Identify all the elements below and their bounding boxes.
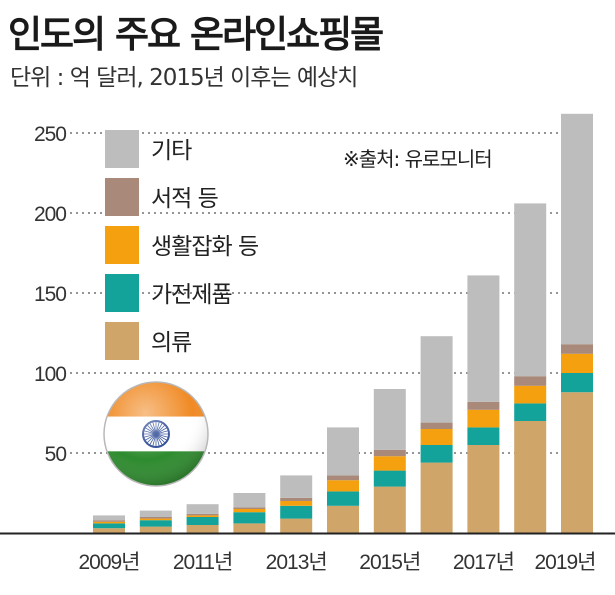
y-tick-label: 200: [34, 203, 66, 226]
bar-segment: [280, 518, 313, 533]
y-tick-label: 150: [34, 283, 66, 306]
chart-title: 인도의 주요 온라인쇼핑몰: [8, 13, 384, 56]
legend-label: 기타: [151, 138, 192, 164]
bar-segment: [561, 373, 593, 393]
y-tick-label: 250: [34, 123, 66, 146]
bar-segment: [514, 203, 547, 377]
source-note: ※출처: 유로모니터: [343, 147, 492, 171]
bar-segment: [373, 456, 406, 471]
bar-segment: [233, 523, 266, 533]
legend-label: 생활잡화 등: [151, 234, 258, 260]
bar-segment: [420, 462, 453, 533]
bar-segment: [93, 521, 125, 524]
bar-segment: [467, 427, 500, 445]
bar-segment: [233, 507, 266, 509]
legend-label: 서적 등: [151, 186, 218, 212]
chart-subtitle: 단위 : 억 달러, 2015년 이후는 예상치: [10, 65, 358, 91]
bar-segment: [93, 520, 125, 522]
legend-label: 의류: [151, 330, 191, 356]
bar-segment: [139, 510, 172, 517]
y-tick-label: 100: [34, 363, 66, 386]
bar-segment: [280, 497, 313, 501]
bar-segment: [93, 523, 125, 529]
bar-segment: [139, 520, 172, 527]
bar-segment: [280, 505, 313, 519]
x-axis-ticks: 2009년 2011년 2013년 2015년 2017년 2019년: [78, 551, 596, 574]
bars: [93, 113, 593, 533]
bar-segment: [420, 429, 453, 445]
bar-segment: [139, 526, 172, 533]
bar-segment: [186, 513, 219, 516]
bar-segment: [467, 275, 500, 402]
bar-segment: [233, 493, 266, 508]
bar-segment: [467, 409, 500, 428]
bar-segment: [373, 470, 406, 487]
bar-segment: [186, 525, 219, 533]
x-tick-label: 2013년: [266, 551, 327, 574]
bar-segment: [561, 353, 593, 373]
bar-segment: [561, 392, 593, 533]
bar-segment: [373, 449, 406, 457]
india-flag-icon: [103, 381, 209, 487]
legend-swatch: [105, 226, 139, 264]
legend-swatch: [105, 178, 139, 216]
bar-segment: [186, 517, 219, 525]
legend-swatch: [105, 322, 139, 360]
bar-segment: [233, 509, 266, 513]
bar-segment: [139, 518, 172, 521]
bar-segment: [280, 475, 313, 498]
bar-segment: [233, 512, 266, 524]
bar-segment: [93, 515, 125, 521]
y-axis-ticks: 50 100 150 200 250: [34, 123, 67, 466]
bar-segment: [514, 421, 547, 533]
bar-segment: [514, 385, 547, 404]
bar-segment: [93, 528, 125, 533]
x-tick-label: 2011년: [173, 551, 232, 574]
bar-segment: [514, 403, 547, 421]
x-tick-label: 2015년: [359, 551, 420, 574]
bar-segment: [280, 501, 313, 506]
x-tick-label: 2009년: [78, 551, 139, 574]
bar-segment: [373, 486, 406, 533]
bar-segment: [327, 475, 359, 481]
bar-segment: [327, 427, 359, 476]
x-tick-label: 2019년: [534, 551, 595, 574]
bar-segment: [327, 480, 359, 492]
bar-segment: [186, 515, 219, 517]
y-tick-label: 50: [45, 443, 67, 466]
legend-label: 가전제품: [151, 282, 232, 308]
x-tick-label: 2017년: [453, 551, 514, 574]
bar-segment: [420, 445, 453, 463]
legend-swatch: [105, 274, 139, 312]
bar-segment: [467, 401, 500, 410]
bar-segment: [327, 491, 359, 506]
bar-segment: [373, 389, 406, 450]
bar-segment: [514, 376, 547, 386]
bar-segment: [561, 344, 593, 354]
bar-segment: [467, 445, 500, 533]
bar-segment: [327, 505, 359, 533]
bar-segment: [139, 517, 172, 519]
bar-segment: [420, 422, 453, 429]
bar-segment: [561, 113, 593, 345]
bar-segment: [420, 336, 453, 423]
legend-swatch: [105, 130, 139, 168]
bar-segment: [186, 504, 219, 514]
